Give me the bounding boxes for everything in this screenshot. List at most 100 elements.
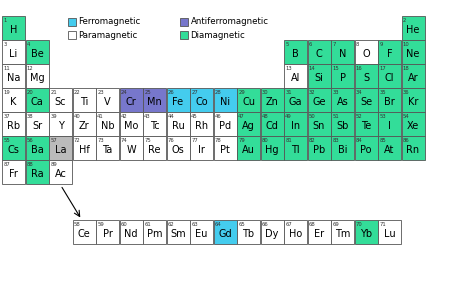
- Text: 44: 44: [168, 114, 175, 119]
- Bar: [402, 136, 425, 160]
- Text: 78: 78: [215, 138, 222, 143]
- Text: Na: Na: [7, 73, 20, 83]
- Bar: [190, 136, 213, 160]
- Bar: [378, 64, 401, 88]
- Text: 56: 56: [27, 138, 33, 143]
- Bar: [237, 220, 260, 244]
- Text: 2: 2: [403, 18, 406, 23]
- Text: 48: 48: [262, 114, 268, 119]
- Text: 39: 39: [50, 114, 57, 119]
- Bar: [73, 220, 96, 244]
- Text: Er: Er: [314, 229, 324, 239]
- Text: 14: 14: [308, 66, 315, 71]
- Bar: [119, 88, 143, 112]
- Bar: [331, 220, 354, 244]
- Text: Fe: Fe: [172, 97, 184, 107]
- Bar: [26, 136, 48, 160]
- Bar: [166, 220, 190, 244]
- Text: 34: 34: [356, 90, 362, 95]
- Text: 51: 51: [332, 114, 339, 119]
- Bar: [260, 113, 284, 136]
- Bar: [49, 113, 72, 136]
- Text: 9: 9: [379, 42, 383, 47]
- Text: Paramagnetic: Paramagnetic: [79, 30, 138, 39]
- Text: 55: 55: [3, 138, 10, 143]
- Text: C: C: [316, 49, 323, 59]
- Text: Pb: Pb: [313, 145, 325, 155]
- Text: Pm: Pm: [147, 229, 162, 239]
- Text: 47: 47: [238, 114, 245, 119]
- Text: 27: 27: [191, 90, 198, 95]
- Bar: [68, 18, 76, 26]
- Text: 71: 71: [379, 222, 386, 227]
- Text: 41: 41: [97, 114, 104, 119]
- Text: 63: 63: [191, 222, 198, 227]
- Bar: [2, 160, 25, 184]
- Text: 22: 22: [74, 90, 80, 95]
- Text: Mo: Mo: [124, 121, 138, 131]
- Bar: [331, 64, 354, 88]
- Text: V: V: [104, 97, 111, 107]
- Text: Xe: Xe: [407, 121, 419, 131]
- Text: He: He: [406, 25, 420, 35]
- Bar: [260, 220, 284, 244]
- Bar: [308, 136, 330, 160]
- Bar: [166, 88, 190, 112]
- Text: Mn: Mn: [147, 97, 162, 107]
- Text: Cd: Cd: [266, 121, 278, 131]
- Bar: [2, 136, 25, 160]
- Text: 54: 54: [403, 114, 409, 119]
- Text: Po: Po: [360, 145, 372, 155]
- Text: 37: 37: [3, 114, 10, 119]
- Bar: [49, 136, 72, 160]
- Text: 58: 58: [74, 222, 80, 227]
- Text: Antiferromagnetic: Antiferromagnetic: [191, 17, 269, 26]
- Text: Os: Os: [172, 145, 185, 155]
- Bar: [2, 113, 25, 136]
- Bar: [180, 31, 188, 39]
- Text: 6: 6: [308, 42, 312, 47]
- Bar: [355, 136, 377, 160]
- Bar: [331, 113, 354, 136]
- Bar: [73, 113, 96, 136]
- Text: As: As: [337, 97, 348, 107]
- Text: Co: Co: [195, 97, 208, 107]
- Text: Gd: Gd: [218, 229, 232, 239]
- Text: Cl: Cl: [385, 73, 394, 83]
- Text: 5: 5: [285, 42, 288, 47]
- Bar: [308, 113, 330, 136]
- Bar: [260, 136, 284, 160]
- Text: Ra: Ra: [31, 169, 43, 179]
- Text: Hf: Hf: [79, 145, 90, 155]
- Text: Y: Y: [58, 121, 64, 131]
- Text: Hg: Hg: [266, 145, 279, 155]
- Text: Cr: Cr: [126, 97, 137, 107]
- Text: 33: 33: [332, 90, 339, 95]
- Text: 11: 11: [3, 66, 10, 71]
- Text: N: N: [339, 49, 346, 59]
- Bar: [119, 136, 143, 160]
- Bar: [284, 220, 307, 244]
- Text: 15: 15: [332, 66, 339, 71]
- Text: 67: 67: [285, 222, 292, 227]
- Text: La: La: [55, 145, 66, 155]
- Text: 75: 75: [144, 138, 151, 143]
- Text: Ba: Ba: [31, 145, 43, 155]
- Text: 35: 35: [379, 90, 386, 95]
- Text: Si: Si: [314, 73, 324, 83]
- Text: Tm: Tm: [335, 229, 350, 239]
- Text: Ga: Ga: [289, 97, 302, 107]
- Text: 70: 70: [356, 222, 362, 227]
- Text: Diamagnetic: Diamagnetic: [191, 30, 245, 39]
- Text: 76: 76: [168, 138, 175, 143]
- Text: 32: 32: [308, 90, 315, 95]
- Bar: [378, 136, 401, 160]
- Text: 80: 80: [262, 138, 268, 143]
- Text: 18: 18: [403, 66, 409, 71]
- Bar: [355, 88, 377, 112]
- Text: 83: 83: [332, 138, 339, 143]
- Text: P: P: [340, 73, 345, 83]
- Bar: [213, 220, 237, 244]
- Bar: [49, 160, 72, 184]
- Bar: [378, 88, 401, 112]
